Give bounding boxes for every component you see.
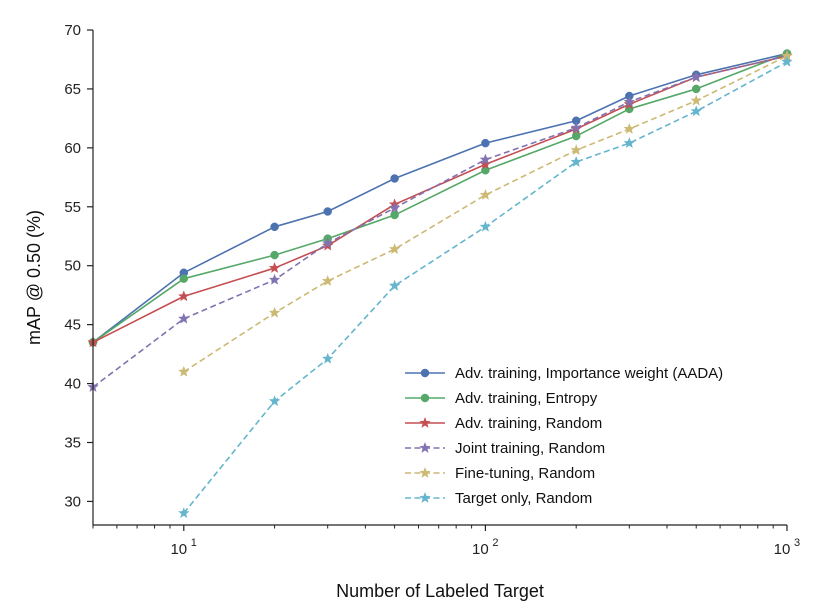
data-point — [388, 279, 401, 291]
data-point — [323, 207, 332, 216]
series-2 — [88, 49, 792, 347]
series-line — [92, 55, 788, 388]
data-point — [179, 274, 189, 283]
data-point — [178, 507, 190, 519]
data-point — [781, 55, 793, 67]
legend-marker — [419, 466, 431, 478]
legend-item: Target only, Random — [405, 490, 592, 507]
axes — [92, 30, 787, 526]
legend-label: Fine-tuning, Random — [455, 465, 595, 482]
y-axis-title: mAP @ 0.50 (%) — [24, 210, 44, 345]
legend-marker — [420, 393, 430, 403]
series-layer — [87, 49, 793, 519]
y-tick-label: 40 — [64, 376, 81, 393]
data-point — [270, 222, 279, 232]
data-point — [388, 243, 401, 255]
x-tick-exponent: 3 — [794, 537, 800, 549]
y-tick-label: 50 — [64, 258, 81, 275]
data-point — [481, 138, 490, 148]
legend-item: Adv. training, Entropy — [405, 390, 598, 407]
legend-label: Adv. training, Importance weight (AADA) — [455, 365, 723, 382]
series-1 — [88, 49, 792, 347]
legend-marker — [419, 491, 431, 503]
series-line — [92, 52, 788, 343]
data-point — [268, 261, 281, 273]
series-line — [183, 55, 788, 373]
y-tick-label: 65 — [64, 81, 81, 98]
legend-item: Adv. training, Importance weight (AADA) — [405, 365, 723, 382]
legend: Adv. training, Importance weight (AADA) A… — [405, 365, 723, 507]
data-point — [690, 105, 702, 117]
legend-item: Adv. training, Random — [405, 415, 602, 432]
data-point — [321, 274, 334, 286]
data-point — [479, 188, 492, 200]
x-axis-title: Number of Labeled Target — [336, 581, 544, 601]
data-point — [321, 237, 334, 249]
legend-item: Fine-tuning, Random — [405, 465, 595, 482]
legend-marker — [419, 416, 431, 428]
x-tick-label: 10 — [472, 541, 489, 558]
y-tick-label: 45 — [64, 317, 81, 334]
series-5 — [178, 49, 793, 377]
y-tick-label: 60 — [64, 140, 81, 157]
data-point — [268, 273, 281, 285]
data-point — [321, 352, 334, 364]
y-tick-label: 35 — [64, 435, 81, 452]
data-point — [479, 153, 492, 165]
data-point — [268, 306, 281, 318]
data-point — [178, 365, 190, 377]
series-3 — [87, 49, 793, 348]
legend-label: Joint training, Random — [455, 440, 605, 457]
series-6 — [178, 55, 793, 519]
y-tick-label: 55 — [64, 199, 81, 216]
series-4 — [87, 49, 793, 393]
data-point — [388, 201, 401, 213]
legend-label: Target only, Random — [455, 490, 592, 507]
series-line — [92, 55, 788, 344]
data-point — [623, 137, 636, 149]
data-point — [571, 131, 581, 141]
data-point — [268, 395, 281, 407]
data-point — [570, 155, 582, 167]
legend-marker — [419, 441, 431, 453]
data-point — [270, 250, 279, 260]
data-point — [690, 71, 702, 83]
series-line — [92, 52, 788, 343]
data-point — [570, 144, 582, 156]
data-point — [623, 122, 636, 134]
data-point — [390, 174, 399, 183]
data-point — [690, 94, 702, 106]
data-point — [178, 290, 190, 302]
x-tick-exponent: 1 — [191, 537, 197, 549]
x-tick-label: 10 — [170, 541, 187, 558]
y-tick-label: 70 — [64, 22, 81, 39]
data-point — [178, 312, 190, 324]
legend-marker — [420, 368, 430, 378]
legend-item: Joint training, Random — [405, 440, 605, 457]
x-tick-label: 10 — [774, 541, 791, 558]
x-tick-exponent: 2 — [492, 537, 498, 549]
data-point — [390, 210, 399, 220]
legend-label: Adv. training, Random — [455, 415, 602, 432]
y-tick-label: 30 — [64, 493, 81, 510]
legend-label: Adv. training, Entropy — [455, 390, 598, 407]
data-point — [623, 95, 636, 107]
data-point — [570, 121, 582, 133]
data-point — [479, 220, 492, 232]
data-point — [691, 84, 701, 94]
